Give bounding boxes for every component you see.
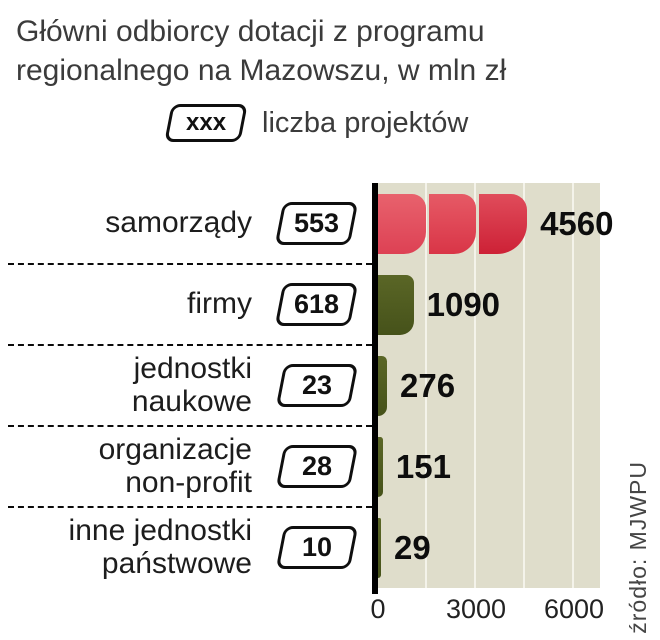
- bar-segment: [428, 193, 477, 254]
- category-label-line2: non-profit: [125, 465, 252, 499]
- category-label-line1: organizacje: [98, 433, 252, 467]
- project-count-value: 10: [301, 532, 333, 562]
- category-label-line1: samorządy: [105, 206, 252, 240]
- legend-label: liczba projektów: [262, 106, 469, 139]
- category-label-line1: jednostki: [133, 352, 252, 386]
- project-count-box: 28: [275, 445, 359, 488]
- bar-segment: [378, 193, 426, 254]
- legend-count-box-label: xxx: [185, 109, 227, 136]
- chart-row-firmy: firmy 618 1090: [0, 264, 660, 346]
- category-label-line1: inne jednostki: [68, 514, 252, 548]
- baseline-axis: [372, 183, 378, 594]
- chart-title-line1: Główni odbiorcy dotacji z programu: [16, 15, 485, 48]
- bar-area: 29: [378, 507, 660, 588]
- chart-rows: samorządy 553 4560 firmy: [0, 183, 660, 588]
- project-count-cell: 10: [256, 526, 378, 569]
- bar-firmy: [378, 274, 414, 335]
- chart-row-organizacje-non-profit: organizacje non-profit 28 151: [0, 426, 660, 508]
- project-count-box: 618: [275, 283, 359, 326]
- bar-value-label: 1090: [426, 285, 501, 323]
- chart-row-inne-jednostki: inne jednostki państwowe 10 29: [0, 507, 660, 588]
- bar-area: 1090: [378, 264, 660, 345]
- chart-title: Główni odbiorcy dotacji z programu regio…: [0, 0, 660, 90]
- category-label: samorządy: [0, 206, 256, 240]
- bar-value-label: 4560: [540, 204, 614, 242]
- bar-chart: samorządy 553 4560 firmy: [0, 183, 660, 640]
- chart-row-jednostki-naukowe: jednostki naukowe 23 276: [0, 345, 660, 427]
- legend-count-box: xxx: [164, 104, 248, 142]
- bar-value-label: 276: [400, 366, 456, 404]
- project-count-cell: 553: [256, 202, 378, 245]
- bar-samorzady: [378, 193, 528, 254]
- project-count-cell: 28: [256, 445, 378, 488]
- bar-segment: [479, 193, 528, 254]
- project-count-box: 553: [275, 202, 359, 245]
- project-count-value: 618: [294, 289, 340, 319]
- category-label: firmy: [0, 287, 256, 321]
- category-label: inne jednostki państwowe: [0, 514, 256, 580]
- category-label: jednostki naukowe: [0, 352, 256, 418]
- project-count-cell: 23: [256, 364, 378, 407]
- project-count-box: 10: [275, 526, 359, 569]
- project-count-value: 23: [301, 370, 333, 400]
- project-count-cell: 618: [256, 283, 378, 326]
- source-credit: źródło: MJWPU: [625, 461, 651, 634]
- chart-legend: xxx liczba projektów: [164, 104, 660, 142]
- bar-value-label: 29: [394, 528, 431, 566]
- x-axis-ticks: 0 3000 6000: [0, 592, 660, 632]
- bar-jednostki-naukowe: [378, 355, 388, 416]
- project-count-value: 553: [294, 208, 340, 238]
- category-label-line2: naukowe: [131, 384, 252, 418]
- bar-value-label: 151: [395, 447, 451, 485]
- chart-row-samorzady: samorządy 553 4560: [0, 183, 660, 265]
- category-label-line1: firmy: [187, 287, 252, 321]
- bar-organizacje-non-profit: [378, 436, 383, 497]
- bar-area: 276: [378, 345, 660, 426]
- category-label: organizacje non-profit: [0, 433, 256, 499]
- x-tick-6000: 6000: [543, 594, 605, 624]
- project-count-box: 23: [275, 364, 359, 407]
- bar-inne-jednostki: [378, 517, 381, 578]
- category-label-line2: państwowe: [101, 546, 252, 580]
- chart-title-line2: regionalnego na Mazowszu, w mln zł: [16, 54, 507, 87]
- bar-area: 4560: [378, 183, 660, 264]
- bar-area: 151: [378, 426, 660, 507]
- project-count-value: 28: [301, 451, 333, 481]
- x-tick-0: 0: [370, 594, 386, 624]
- x-tick-3000: 3000: [445, 594, 507, 624]
